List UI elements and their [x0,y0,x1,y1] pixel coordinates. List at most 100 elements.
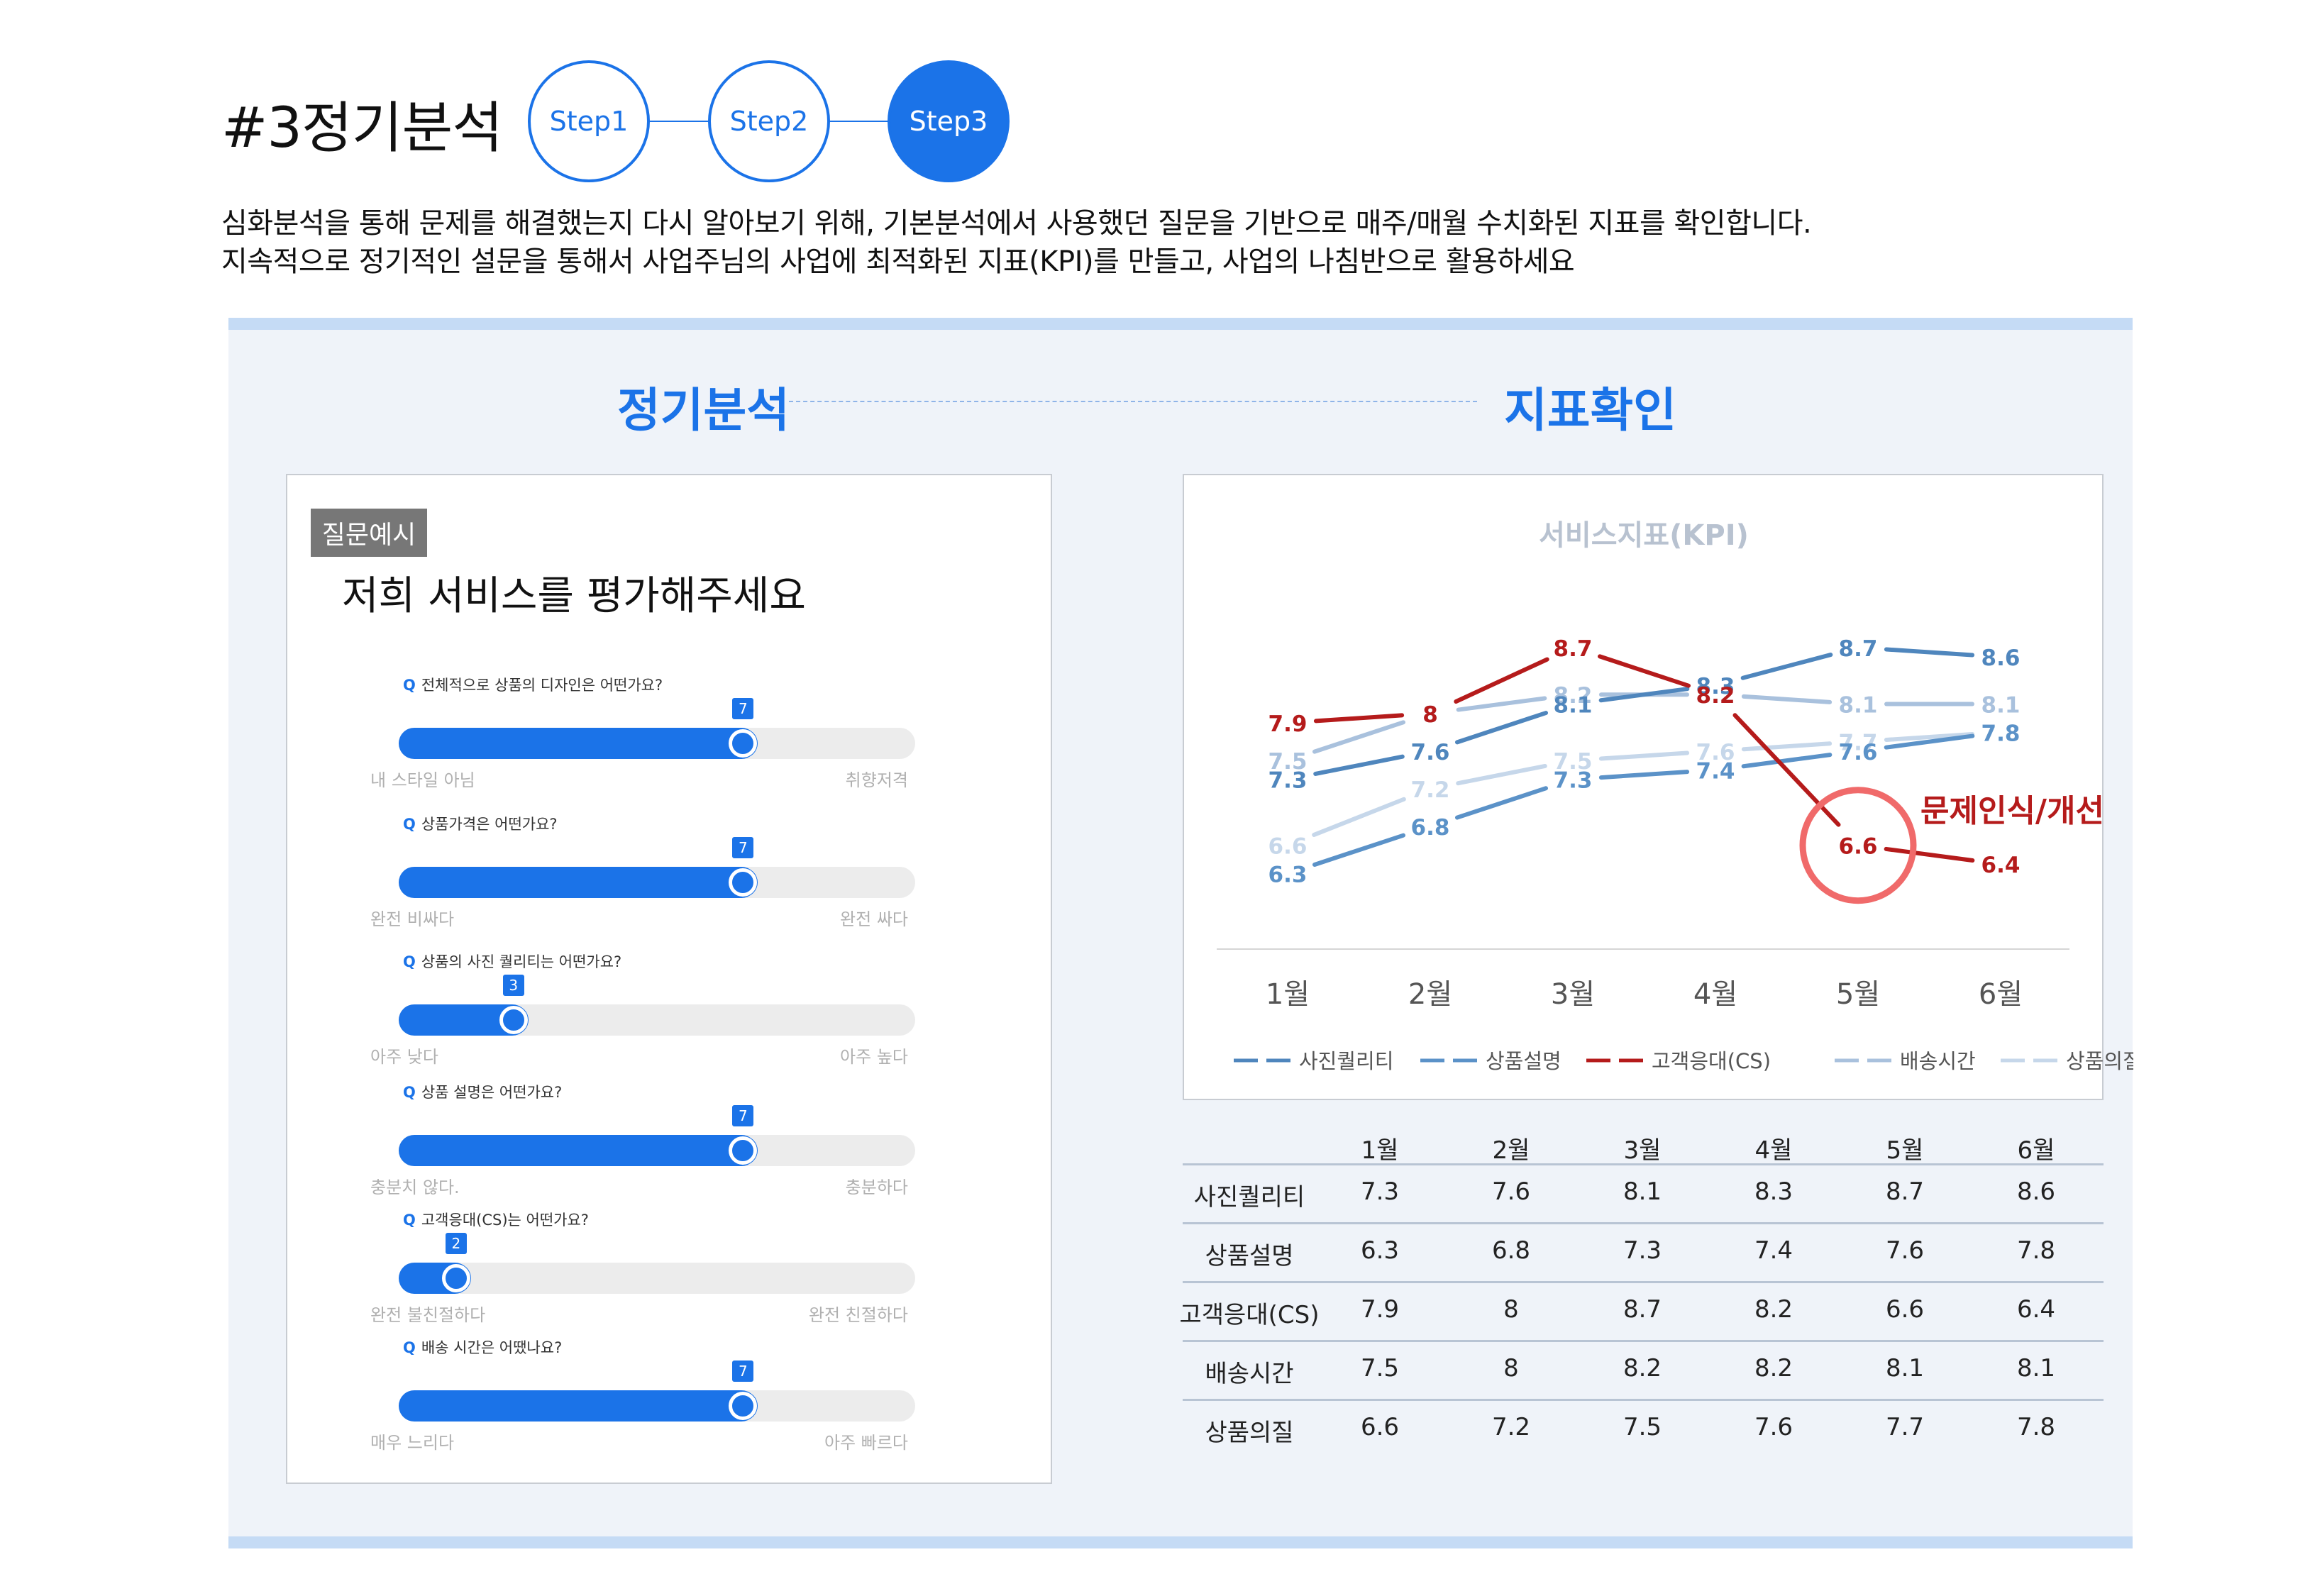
slider-fill [399,1135,758,1166]
slider-handle[interactable] [499,1006,528,1034]
table-row-label: 상품설명 [1205,1242,1294,1270]
slider-handle[interactable] [729,1392,758,1420]
legend-label: 배송시간 [1900,1049,1976,1073]
table-row-divider [1183,1399,2104,1401]
table-cell: 7.4 [1754,1236,1793,1265]
section-connector [789,401,1477,402]
legend-label: 상품의질 [2066,1049,2133,1073]
panel-top-border [228,318,2133,330]
slider-handle[interactable] [729,729,758,758]
table-header-cell: 5월 [1886,1136,1924,1165]
data-label: 7.3 [1554,768,1593,794]
question-mark: Q [403,953,416,970]
table-cell: 6.8 [1491,1236,1531,1265]
table-cell: 8.1 [2016,1354,2056,1382]
series-segment [1598,770,1690,780]
page-title: #3정기분석 [221,96,503,160]
slider-handle[interactable] [729,868,758,897]
data-label: 6.6 [1268,834,1308,860]
slider-min-label: 매우 느리다 [370,1433,455,1453]
survey-question: Q 고객응대(CS)는 어떤가요? [403,1209,589,1230]
table-cell: 6.6 [1885,1295,1925,1324]
step-3-button[interactable]: Step3 [888,60,1010,182]
series-segment [1597,654,1691,688]
data-label: 8.6 [1981,645,2021,671]
series-segment [1312,720,1406,754]
slider-fill [399,728,758,759]
data-label: 7.3 [1268,768,1308,794]
table-cell: 7.5 [1623,1413,1662,1441]
table-cell: 8.7 [1885,1177,1925,1206]
legend-label: 사진퀄리티 [1299,1049,1393,1073]
slider-value: 7 [732,837,754,858]
series-segment [1884,733,1975,750]
slider-min-label: 완전 불친절하다 [370,1305,486,1325]
table-row-label: 상품의질 [1205,1419,1294,1447]
main-question: 저희 서비스를 평가해주세요 [342,573,806,619]
data-label: 8.1 [1554,693,1593,719]
table-cell: 8.2 [1754,1295,1793,1324]
slider-max-label: 완전 친절하다 [808,1305,908,1325]
series-segment [1454,786,1549,820]
data-label: 7.5 [1268,749,1308,775]
table-header-cell: 2월 [1492,1136,1530,1165]
series-segment [1312,797,1406,837]
slider-max-label: 충분하다 [845,1177,908,1197]
series-segment [1884,647,1975,658]
series-segment [1741,753,1833,769]
description-line-2: 지속적으로 정기적인 설문을 통해서 사업주님의 사업에 최적화된 지표(KPI… [221,245,1575,278]
survey-card [286,474,1052,1484]
slider-value: 2 [445,1233,467,1254]
highlight-circle [1799,787,1917,904]
table-cell: 7.2 [1491,1413,1531,1441]
data-label: 7.8 [1981,721,2021,746]
survey-question: Q 배송 시간은 어땠나요? [403,1336,562,1358]
data-label: 7.6 [1411,740,1450,765]
slider-value: 3 [502,975,524,996]
table-cell: 7.6 [1491,1177,1531,1206]
slider-handle[interactable] [729,1136,758,1165]
data-label: 7.9 [1268,711,1308,737]
description-line-1: 심화분석을 통해 문제를 해결했는지 다시 알아보기 위해, 기본분석에서 사용… [221,207,1812,240]
data-label: 7.6 [1696,740,1735,765]
slider-min-label: 완전 비싸다 [370,909,455,929]
series-segment [1456,763,1547,786]
table-row-divider [1183,1222,2104,1224]
data-label: 7.2 [1411,777,1450,803]
question-text: 전체적으로 상품의 디자인은 어떤가요? [421,677,663,694]
table-row-divider [1183,1281,2104,1283]
data-label: 8.3 [1696,674,1735,699]
table-cell: 8 [1503,1295,1519,1324]
table-cell: 8.2 [1623,1354,1662,1382]
data-label: 7.8 [1981,721,2021,746]
data-label: 7.6 [1839,740,1878,765]
slider-value: 7 [732,1105,754,1126]
slider-fill [399,1390,758,1422]
series-segment [1313,754,1405,776]
table-cell: 7.6 [1754,1413,1793,1441]
survey-question: Q 상품의 사진 퀄리티는 어떤가요? [403,951,621,972]
table-cell: 7.9 [1360,1295,1400,1324]
table-row-label: 고객응대(CS) [1179,1301,1320,1329]
slider-handle[interactable] [441,1264,470,1292]
series-segment [1884,731,1975,742]
series-segment [1313,713,1405,724]
section-heading-regular-analysis: 정기분석 [617,383,790,438]
table-cell: 6.3 [1360,1236,1400,1265]
question-mark: Q [403,816,416,833]
slider-max-label: 아주 빠르다 [824,1433,908,1453]
table-header-cell: 1월 [1361,1136,1399,1165]
table-cell: 7.5 [1360,1354,1400,1382]
slider-max-label: 아주 높다 [840,1047,908,1067]
data-label: 8.1 [1981,693,2021,719]
slider-track[interactable] [399,1263,915,1294]
slider-max-label: 완전 싸다 [840,909,908,929]
series-segment [1312,833,1406,867]
step-2-button[interactable]: Step2 [708,60,830,182]
table-cell: 8.2 [1754,1354,1793,1382]
table-cell: 8.1 [1885,1354,1925,1382]
slider-min-label: 내 스타일 아님 [370,770,475,790]
step-1-button[interactable]: Step1 [528,60,650,182]
question-mark: Q [403,677,416,694]
legend-label: 상품설명 [1486,1049,1561,1073]
